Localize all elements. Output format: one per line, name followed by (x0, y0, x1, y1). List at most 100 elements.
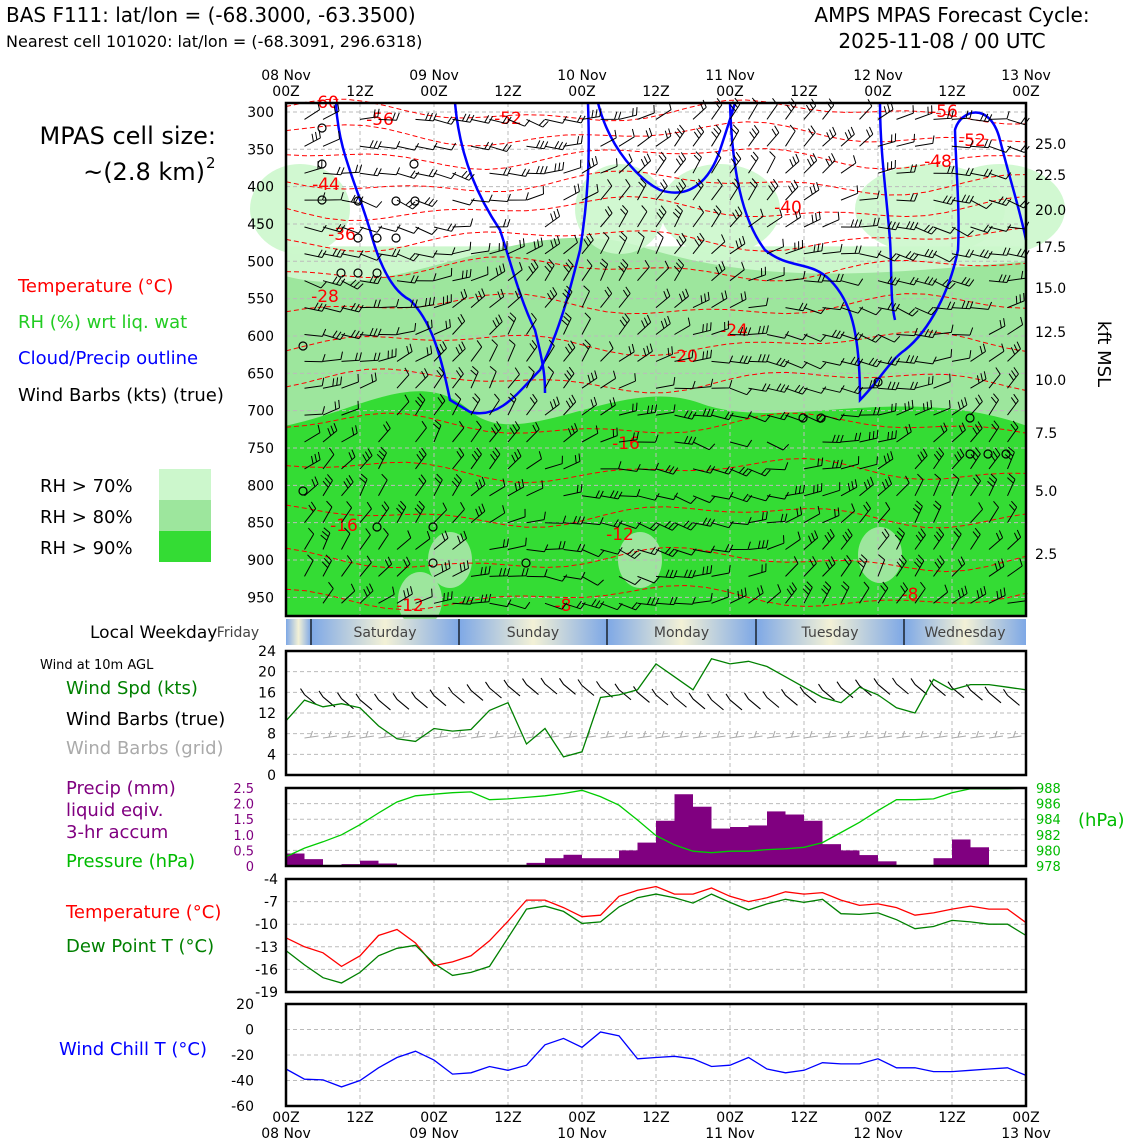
pressure-tick-label: 850 (247, 516, 274, 532)
wind-barb (470, 420, 482, 443)
wind-barb (322, 423, 338, 443)
wind-barb (988, 447, 1001, 470)
cloud-outline (878, 102, 897, 321)
wind-barb (452, 560, 469, 577)
precip-bar (674, 794, 693, 866)
windchill-tick-label: 0 (245, 1023, 254, 1039)
wind-barb (433, 473, 443, 497)
wind-barb (415, 112, 437, 122)
wind-barb (1007, 500, 1018, 523)
wind-barb (526, 511, 546, 524)
wind-barb (433, 341, 447, 362)
wind-barb (452, 288, 468, 308)
wind-barb (618, 107, 638, 120)
top-axis-date: 12 Nov (853, 68, 903, 84)
wind-barbs-grid-label: Wind Barbs (grid) (66, 738, 224, 759)
wind-barb (896, 354, 919, 364)
wind-barb (526, 312, 537, 335)
precip-bar (859, 855, 878, 866)
wind-barb (674, 232, 687, 255)
wind-barb (600, 397, 616, 416)
wind-barb (988, 530, 1004, 550)
surface-wind-barb (725, 693, 743, 711)
wind-barb (692, 322, 712, 335)
wind-barb (600, 341, 614, 362)
wind-barb (766, 584, 782, 604)
wind-barb (415, 368, 429, 389)
wind-barb (526, 237, 543, 255)
wind-barb (970, 301, 993, 310)
wind-barb (581, 575, 604, 586)
wind-barb (914, 356, 937, 365)
wind-barb (748, 297, 769, 309)
wind-barb (526, 366, 535, 389)
wind-barb (563, 453, 581, 470)
wind-barb (378, 224, 401, 232)
wind-barb (748, 354, 770, 363)
wind-barb (396, 394, 410, 416)
wind-barb (618, 521, 642, 529)
wind-barb (840, 432, 862, 443)
top-axis-date: 10 Nov (557, 68, 607, 84)
wind-barb (877, 476, 893, 497)
calm-wind-circle (317, 123, 327, 133)
wind-barb (711, 205, 722, 228)
weekday-name: Monday (654, 625, 709, 641)
wind-barb (489, 314, 503, 335)
wind-barb (526, 451, 542, 470)
wind-barb (896, 475, 910, 497)
cycle-title: AMPS MPAS Forecast Cycle: (814, 3, 1089, 27)
wind-barb (470, 565, 491, 577)
wind-barb (729, 124, 740, 147)
wind-barb (692, 465, 716, 474)
temperature-contour-label: -44 (312, 175, 340, 195)
wind-barb (840, 456, 860, 470)
wind-barb (914, 448, 928, 470)
wind-barb (803, 414, 827, 423)
wind-barb (655, 288, 671, 308)
wind-barb (359, 583, 374, 604)
wind-barb (951, 226, 974, 237)
calm-wind-circle (965, 413, 975, 423)
wind-barb (359, 555, 372, 577)
wind-barb (803, 483, 823, 497)
wind-barb (840, 528, 853, 550)
wind-barb (711, 491, 734, 500)
grid-wind-barb (489, 730, 504, 739)
bottom-axis-date: 11 Nov (705, 1126, 755, 1140)
wind-barb (544, 515, 567, 524)
surface-wind-barb (947, 681, 965, 699)
legend-barbs: Wind Barbs (kts) (true) (18, 385, 224, 406)
wind-barb (896, 133, 915, 147)
temperature-contour-label: -8 (555, 596, 572, 616)
precip-bar (360, 860, 379, 866)
weekday-segment (607, 619, 756, 645)
wind-barb (988, 367, 1001, 389)
grid-wind-barb (803, 730, 819, 739)
wind-barb (396, 299, 418, 309)
wind-barb (396, 275, 419, 284)
wind-barb (748, 178, 758, 201)
wind-barb (951, 327, 974, 336)
wind-barb (896, 423, 912, 443)
grid-wind-barb (933, 730, 948, 739)
wind-barb (729, 387, 753, 396)
wind-barb (785, 98, 797, 120)
wind-barb (452, 530, 468, 550)
wind-barb (415, 474, 427, 497)
wind-barb (655, 151, 667, 174)
wind-barb (618, 205, 629, 228)
wind-barb (748, 493, 771, 502)
wind-barb (581, 232, 594, 255)
wind-barb (581, 490, 604, 499)
wind-barb (433, 116, 457, 125)
pressure-tick-label: 978 (1036, 860, 1061, 875)
wind-barb (322, 474, 333, 497)
wind-barb (489, 447, 501, 470)
wind-barb (859, 581, 870, 604)
wind-barb (748, 414, 771, 423)
wind-barb (304, 406, 325, 416)
wind-barb (618, 548, 641, 559)
grid-wind-barb (951, 730, 967, 739)
wind-tick-label: 8 (267, 727, 276, 743)
